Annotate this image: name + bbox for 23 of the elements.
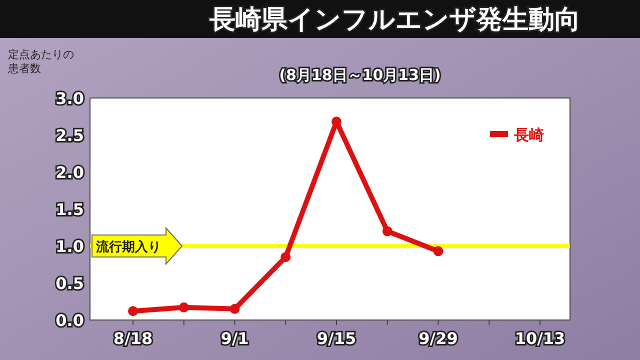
chart-title: 長崎県インフルエンザ発生動向 bbox=[208, 5, 580, 35]
y-tick-label: 1.5 bbox=[56, 200, 84, 219]
point bbox=[178, 302, 189, 312]
y-axis-title: 定点あたりの患者数 bbox=[7, 48, 74, 75]
point bbox=[382, 226, 392, 236]
point bbox=[433, 246, 444, 256]
ref-line-label: 流行期入り bbox=[95, 239, 161, 255]
point bbox=[230, 304, 240, 314]
y-tick-label: 0.0 bbox=[56, 311, 84, 330]
y-tick-label: 3.0 bbox=[56, 89, 84, 108]
point bbox=[280, 252, 291, 262]
x-tick-label: 8/18 bbox=[113, 329, 153, 348]
legend-label: 長崎 bbox=[513, 126, 544, 144]
point bbox=[128, 306, 138, 316]
x-tick-label: 9/15 bbox=[316, 329, 356, 348]
y-tick-label: 1.0 bbox=[56, 237, 84, 256]
x-tick-label: 9/29 bbox=[418, 329, 458, 348]
y-tick-label: 0.5 bbox=[56, 274, 84, 293]
y-tick-label: 2.0 bbox=[56, 163, 84, 182]
chart-subtitle: (8月18日～10月13日) bbox=[279, 66, 441, 84]
x-tick-label: 10/13 bbox=[514, 329, 566, 348]
y-tick-label: 2.5 bbox=[56, 126, 84, 145]
x-tick-label: 9/1 bbox=[220, 329, 249, 348]
